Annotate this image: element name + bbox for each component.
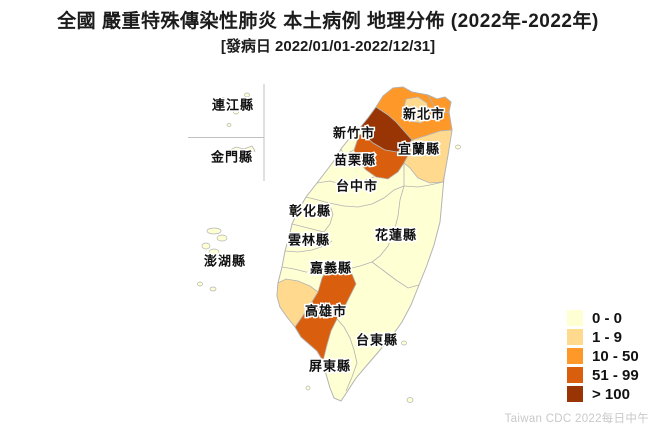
county-label: 彰化縣 xyxy=(289,203,331,218)
island-speck xyxy=(226,123,232,127)
county-border xyxy=(323,202,334,233)
island-speck xyxy=(244,92,250,98)
legend-row: 10 - 50 xyxy=(567,347,639,365)
legend-row: 0 - 0 xyxy=(567,309,639,327)
county-label: 澎湖縣 xyxy=(204,253,246,268)
island-speck xyxy=(206,227,222,235)
island-speck xyxy=(216,234,228,242)
county-border xyxy=(336,318,358,392)
island-speck xyxy=(406,397,414,403)
legend-swatch xyxy=(567,367,583,383)
legend-label: > 100 xyxy=(592,385,630,403)
island-speck xyxy=(233,109,239,115)
county-label: 高雄市 xyxy=(305,303,347,318)
legend-row: 51 - 99 xyxy=(567,366,639,384)
legend-swatch xyxy=(567,386,583,402)
legend-label: 1 - 9 xyxy=(592,328,623,346)
map-region xyxy=(427,94,452,114)
county-label: 連江縣 xyxy=(212,97,254,112)
watermark: Taiwan CDC 2022每日中午 xyxy=(504,413,649,425)
map-region xyxy=(294,263,357,363)
legend-row: 1 - 9 xyxy=(567,328,639,346)
county-border xyxy=(316,176,375,186)
island-speck xyxy=(401,340,407,346)
island-speck xyxy=(305,385,311,391)
county-label: 苗栗縣 xyxy=(334,152,376,167)
legend-label: 0 - 0 xyxy=(592,309,623,327)
map-region xyxy=(340,134,360,156)
island-speck xyxy=(227,145,256,156)
county-label: 雲林縣 xyxy=(288,232,330,247)
county-label: 花蓮縣 xyxy=(375,227,417,242)
island-speck xyxy=(209,286,217,292)
county-border xyxy=(329,261,373,270)
county-label: 新竹市 xyxy=(333,125,375,140)
county-label: 屏東縣 xyxy=(309,358,351,373)
legend-swatch xyxy=(567,348,583,364)
legend-label: 51 - 99 xyxy=(592,366,639,384)
county-label: 嘉義縣 xyxy=(309,260,352,275)
island-speck xyxy=(197,281,203,287)
county-border xyxy=(371,261,420,289)
legend-swatch xyxy=(567,310,583,326)
island-speck xyxy=(201,242,211,250)
county-border xyxy=(281,263,331,274)
legend-label: 10 - 50 xyxy=(592,347,639,365)
legend-row: > 100 xyxy=(567,385,639,403)
county-border xyxy=(371,185,405,263)
island-speck xyxy=(208,248,220,256)
county-label: 台東縣 xyxy=(356,332,398,347)
county-border xyxy=(305,185,405,208)
county-label: 金門縣 xyxy=(210,149,253,164)
county-border xyxy=(403,181,444,188)
island-speck xyxy=(455,144,461,150)
county-label: 宜蘭縣 xyxy=(398,141,440,156)
county-label: 新北市 xyxy=(403,106,445,121)
county-border xyxy=(291,223,325,233)
map-region xyxy=(402,96,430,124)
legend-swatch xyxy=(567,329,583,345)
county-border xyxy=(284,240,333,253)
county-label: 台中市 xyxy=(336,178,378,193)
island-speck xyxy=(219,97,227,103)
